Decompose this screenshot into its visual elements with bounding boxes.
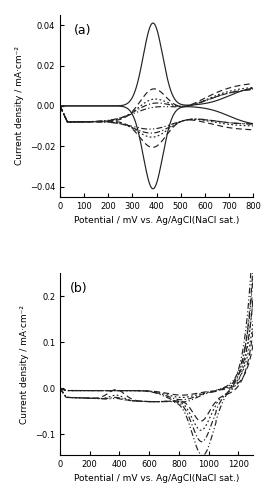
Text: (a): (a) [74,24,91,37]
Y-axis label: Current density / mA·cm⁻²: Current density / mA·cm⁻² [15,46,24,166]
Y-axis label: Current density / mA·cm⁻²: Current density / mA·cm⁻² [20,304,29,424]
X-axis label: Potential / mV vs. Ag/AgCl(NaCl sat.): Potential / mV vs. Ag/AgCl(NaCl sat.) [74,216,239,225]
X-axis label: Potential / mV vs. Ag/AgCl(NaCl sat.): Potential / mV vs. Ag/AgCl(NaCl sat.) [74,474,239,484]
Text: (b): (b) [70,282,87,296]
